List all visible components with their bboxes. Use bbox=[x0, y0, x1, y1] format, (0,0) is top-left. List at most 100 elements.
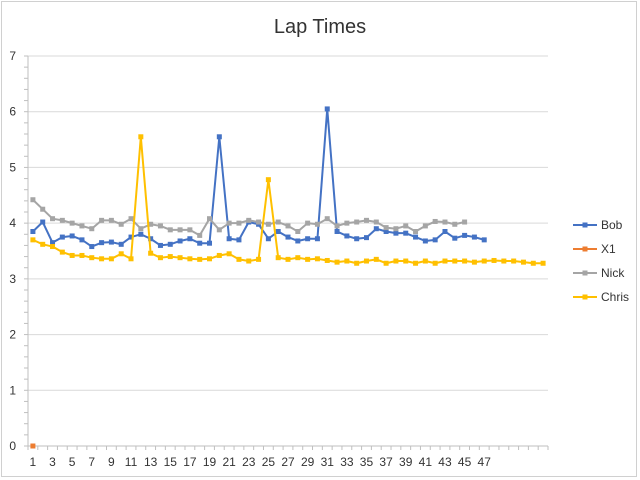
data-point bbox=[324, 216, 330, 222]
data-point bbox=[373, 226, 379, 232]
data-point bbox=[197, 232, 203, 238]
data-point bbox=[89, 244, 95, 250]
x-tick-label: 43 bbox=[438, 455, 452, 469]
legend-swatch-marker bbox=[582, 294, 588, 300]
data-point bbox=[50, 240, 56, 246]
data-point bbox=[216, 252, 222, 258]
data-point bbox=[334, 229, 340, 234]
x-tick-label: 41 bbox=[419, 455, 433, 469]
data-point bbox=[285, 256, 291, 262]
y-tick-label: 3 bbox=[9, 272, 16, 286]
data-point bbox=[314, 221, 320, 227]
data-point bbox=[383, 225, 389, 231]
series-bob bbox=[30, 106, 487, 250]
data-point bbox=[236, 237, 242, 243]
data-point bbox=[157, 255, 163, 261]
data-point bbox=[481, 237, 487, 243]
data-point bbox=[314, 236, 320, 242]
data-point bbox=[197, 240, 203, 246]
data-point bbox=[69, 252, 75, 258]
data-point bbox=[344, 220, 350, 226]
legend-label: X1 bbox=[601, 242, 616, 256]
x-tick-label: 1 bbox=[30, 455, 37, 469]
data-point bbox=[236, 256, 242, 262]
y-tick-label: 4 bbox=[9, 216, 16, 230]
data-point bbox=[393, 258, 399, 264]
data-point bbox=[108, 239, 114, 245]
data-point bbox=[118, 251, 124, 257]
data-point bbox=[79, 252, 85, 258]
data-point bbox=[99, 256, 105, 262]
data-point bbox=[471, 259, 477, 265]
data-point bbox=[138, 231, 144, 237]
data-point bbox=[285, 234, 291, 240]
data-point bbox=[403, 258, 409, 264]
x-tick-label: 45 bbox=[458, 455, 472, 469]
data-point bbox=[216, 227, 222, 233]
data-point bbox=[216, 134, 222, 140]
legend-label: Chris bbox=[601, 290, 629, 304]
x-tick-label: 19 bbox=[203, 455, 217, 469]
data-point bbox=[265, 177, 271, 183]
data-point bbox=[491, 257, 497, 263]
data-point bbox=[540, 260, 546, 266]
data-point bbox=[99, 217, 105, 223]
data-point bbox=[295, 229, 301, 234]
data-point bbox=[69, 220, 75, 226]
legend-swatch-marker bbox=[582, 246, 588, 252]
data-point bbox=[79, 237, 85, 243]
series-chris bbox=[30, 134, 546, 266]
data-point bbox=[187, 256, 193, 262]
data-point bbox=[354, 236, 360, 242]
data-point bbox=[471, 234, 477, 240]
data-point bbox=[275, 229, 281, 234]
x-tick-label: 21 bbox=[222, 455, 236, 469]
data-point bbox=[148, 236, 154, 242]
series-lines bbox=[30, 106, 546, 449]
data-point bbox=[99, 240, 105, 246]
data-point bbox=[393, 230, 399, 236]
x-tick-label: 25 bbox=[262, 455, 276, 469]
data-point bbox=[373, 219, 379, 225]
x-tick-label: 5 bbox=[69, 455, 76, 469]
y-tick-label: 6 bbox=[9, 105, 16, 119]
data-point bbox=[344, 258, 350, 264]
data-point bbox=[256, 256, 262, 262]
data-point bbox=[59, 234, 65, 240]
data-point bbox=[334, 223, 340, 229]
data-point bbox=[275, 219, 281, 225]
data-point bbox=[50, 244, 56, 250]
data-point bbox=[226, 220, 232, 226]
legend-item-nick: Nick bbox=[573, 266, 625, 280]
legend-item-bob: Bob bbox=[573, 218, 623, 232]
x-tick-label: 15 bbox=[164, 455, 178, 469]
x-tick-label: 31 bbox=[321, 455, 335, 469]
data-point bbox=[462, 232, 468, 238]
x-tick-label: 13 bbox=[144, 455, 158, 469]
data-point bbox=[108, 217, 114, 223]
legend-item-chris: Chris bbox=[573, 290, 629, 304]
data-point bbox=[354, 260, 360, 266]
data-point bbox=[295, 238, 301, 244]
data-point bbox=[275, 255, 281, 261]
data-point bbox=[40, 241, 46, 247]
data-point bbox=[432, 260, 438, 266]
data-point bbox=[187, 236, 193, 242]
data-point bbox=[324, 106, 330, 112]
data-point bbox=[30, 197, 36, 203]
series-x1 bbox=[30, 443, 36, 449]
data-point bbox=[422, 258, 428, 264]
x-tick-label: 37 bbox=[379, 455, 393, 469]
x-tick-label: 27 bbox=[281, 455, 295, 469]
data-point bbox=[40, 206, 46, 212]
data-point bbox=[530, 260, 536, 266]
data-point bbox=[79, 223, 85, 229]
legend-swatch-marker bbox=[582, 222, 588, 228]
legend: Bob X1 Nick Chris bbox=[573, 218, 629, 304]
data-point bbox=[354, 219, 360, 225]
legend-label: Bob bbox=[601, 218, 623, 232]
y-tick-label: 1 bbox=[9, 383, 16, 397]
x-tick-label: 17 bbox=[183, 455, 197, 469]
data-point bbox=[167, 254, 173, 260]
data-point bbox=[89, 226, 95, 232]
